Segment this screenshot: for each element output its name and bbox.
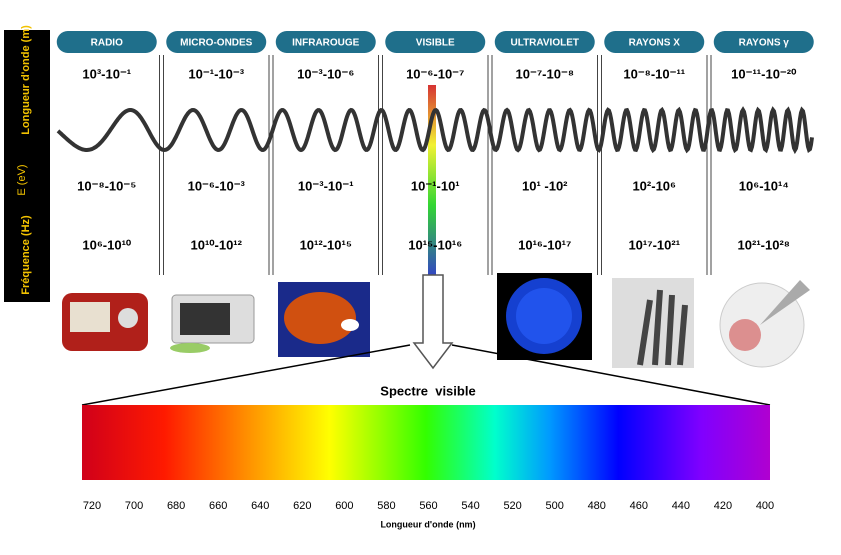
spectrum-tick: 560 (419, 500, 437, 512)
wavelength: 10³-10⁻¹ (82, 66, 131, 81)
energy: 10⁻¹-10¹ (411, 178, 460, 193)
frequency: 10¹⁷-10²¹ (628, 237, 680, 252)
spectrum-tick: 680 (167, 500, 185, 512)
spectrum-tick: 480 (588, 500, 606, 512)
column-divider (378, 55, 383, 275)
spectrum-tick: 460 (630, 500, 648, 512)
spectrum-tick: 500 (546, 500, 564, 512)
arrow (412, 274, 454, 370)
wavelength: 10⁻³-10⁻⁶ (297, 66, 354, 81)
spectrum-tick: 660 (209, 500, 227, 512)
spectrum-tick: 720 (83, 500, 101, 512)
column-divider (487, 55, 493, 275)
frequency: 10²¹-10²⁸ (738, 237, 790, 252)
band-header (604, 31, 705, 53)
side-label: E (eV) (16, 164, 28, 195)
side-label: Fréquence (Hz) (20, 215, 32, 295)
band-header (385, 31, 486, 53)
band-header (275, 31, 376, 53)
energy: 10¹ -10² (522, 178, 568, 193)
column-divider (268, 55, 274, 275)
energy: 10²-10⁶ (632, 178, 676, 193)
visible-strip (428, 85, 436, 285)
band-header (166, 31, 267, 53)
spectrum-title: Spectre visible (380, 383, 475, 398)
visible-spectrum (82, 405, 770, 480)
spectrum-tick: 600 (335, 500, 353, 512)
frequency: 10¹⁰-10¹² (191, 237, 243, 252)
band-name: RAYONS γ (739, 38, 790, 49)
band-name: RADIO (91, 38, 123, 49)
energy: 10⁶-10¹⁴ (739, 178, 789, 193)
spectrum-tick: 540 (461, 500, 479, 512)
spectrum-tick: 580 (377, 500, 395, 512)
wavelength: 10⁻⁶-10⁻⁷ (406, 66, 464, 81)
column-divider (706, 55, 712, 275)
side-label: Longueur d'onde (m) (20, 25, 32, 135)
spectrum-tick: 620 (293, 500, 311, 512)
wavelength: 10⁻¹¹-10⁻²⁰ (731, 66, 797, 81)
wavelength: 10⁻⁸-10⁻¹¹ (623, 66, 685, 81)
band-name: RAYONS X (629, 38, 681, 49)
spectrum-tick: 520 (503, 500, 521, 512)
energy: 10⁻³-10⁻¹ (298, 178, 354, 193)
band-name: INFRAROUGE (292, 38, 360, 49)
frequency: 10¹²-10¹⁵ (300, 237, 352, 252)
wave (56, 106, 814, 155)
side-bar (4, 30, 50, 302)
wavelength: 10⁻¹-10⁻³ (188, 66, 244, 81)
band-name: ULTRAVIOLET (510, 38, 579, 49)
column-divider (597, 55, 602, 275)
energy: 10⁻⁶-10⁻³ (188, 178, 246, 193)
frequency: 10¹⁵-10¹⁶ (408, 237, 462, 252)
frequency: 10¹⁶-10¹⁷ (518, 237, 571, 252)
column-divider (159, 55, 164, 275)
icons (62, 273, 810, 368)
spectrum-tick: 440 (672, 500, 690, 512)
frequency: 10⁶-10¹⁰ (82, 237, 132, 252)
band-name: MICRO-ONDES (180, 38, 253, 49)
band-header (56, 31, 157, 53)
band-name: VISIBLE (416, 38, 455, 49)
projection-lines (81, 344, 771, 406)
spectrum-tick: 700 (125, 500, 143, 512)
energy: 10⁻⁸-10⁻⁵ (77, 178, 136, 193)
wavelength: 10⁻⁷-10⁻⁸ (516, 66, 574, 81)
spectrum-tick: 640 (251, 500, 269, 512)
spectrum-tick: 420 (714, 500, 732, 512)
spectrum-tick: 400 (756, 500, 774, 512)
band-header (713, 31, 814, 53)
band-header (494, 31, 595, 53)
axis-label: Longueur d'onde (nm) (380, 519, 475, 529)
